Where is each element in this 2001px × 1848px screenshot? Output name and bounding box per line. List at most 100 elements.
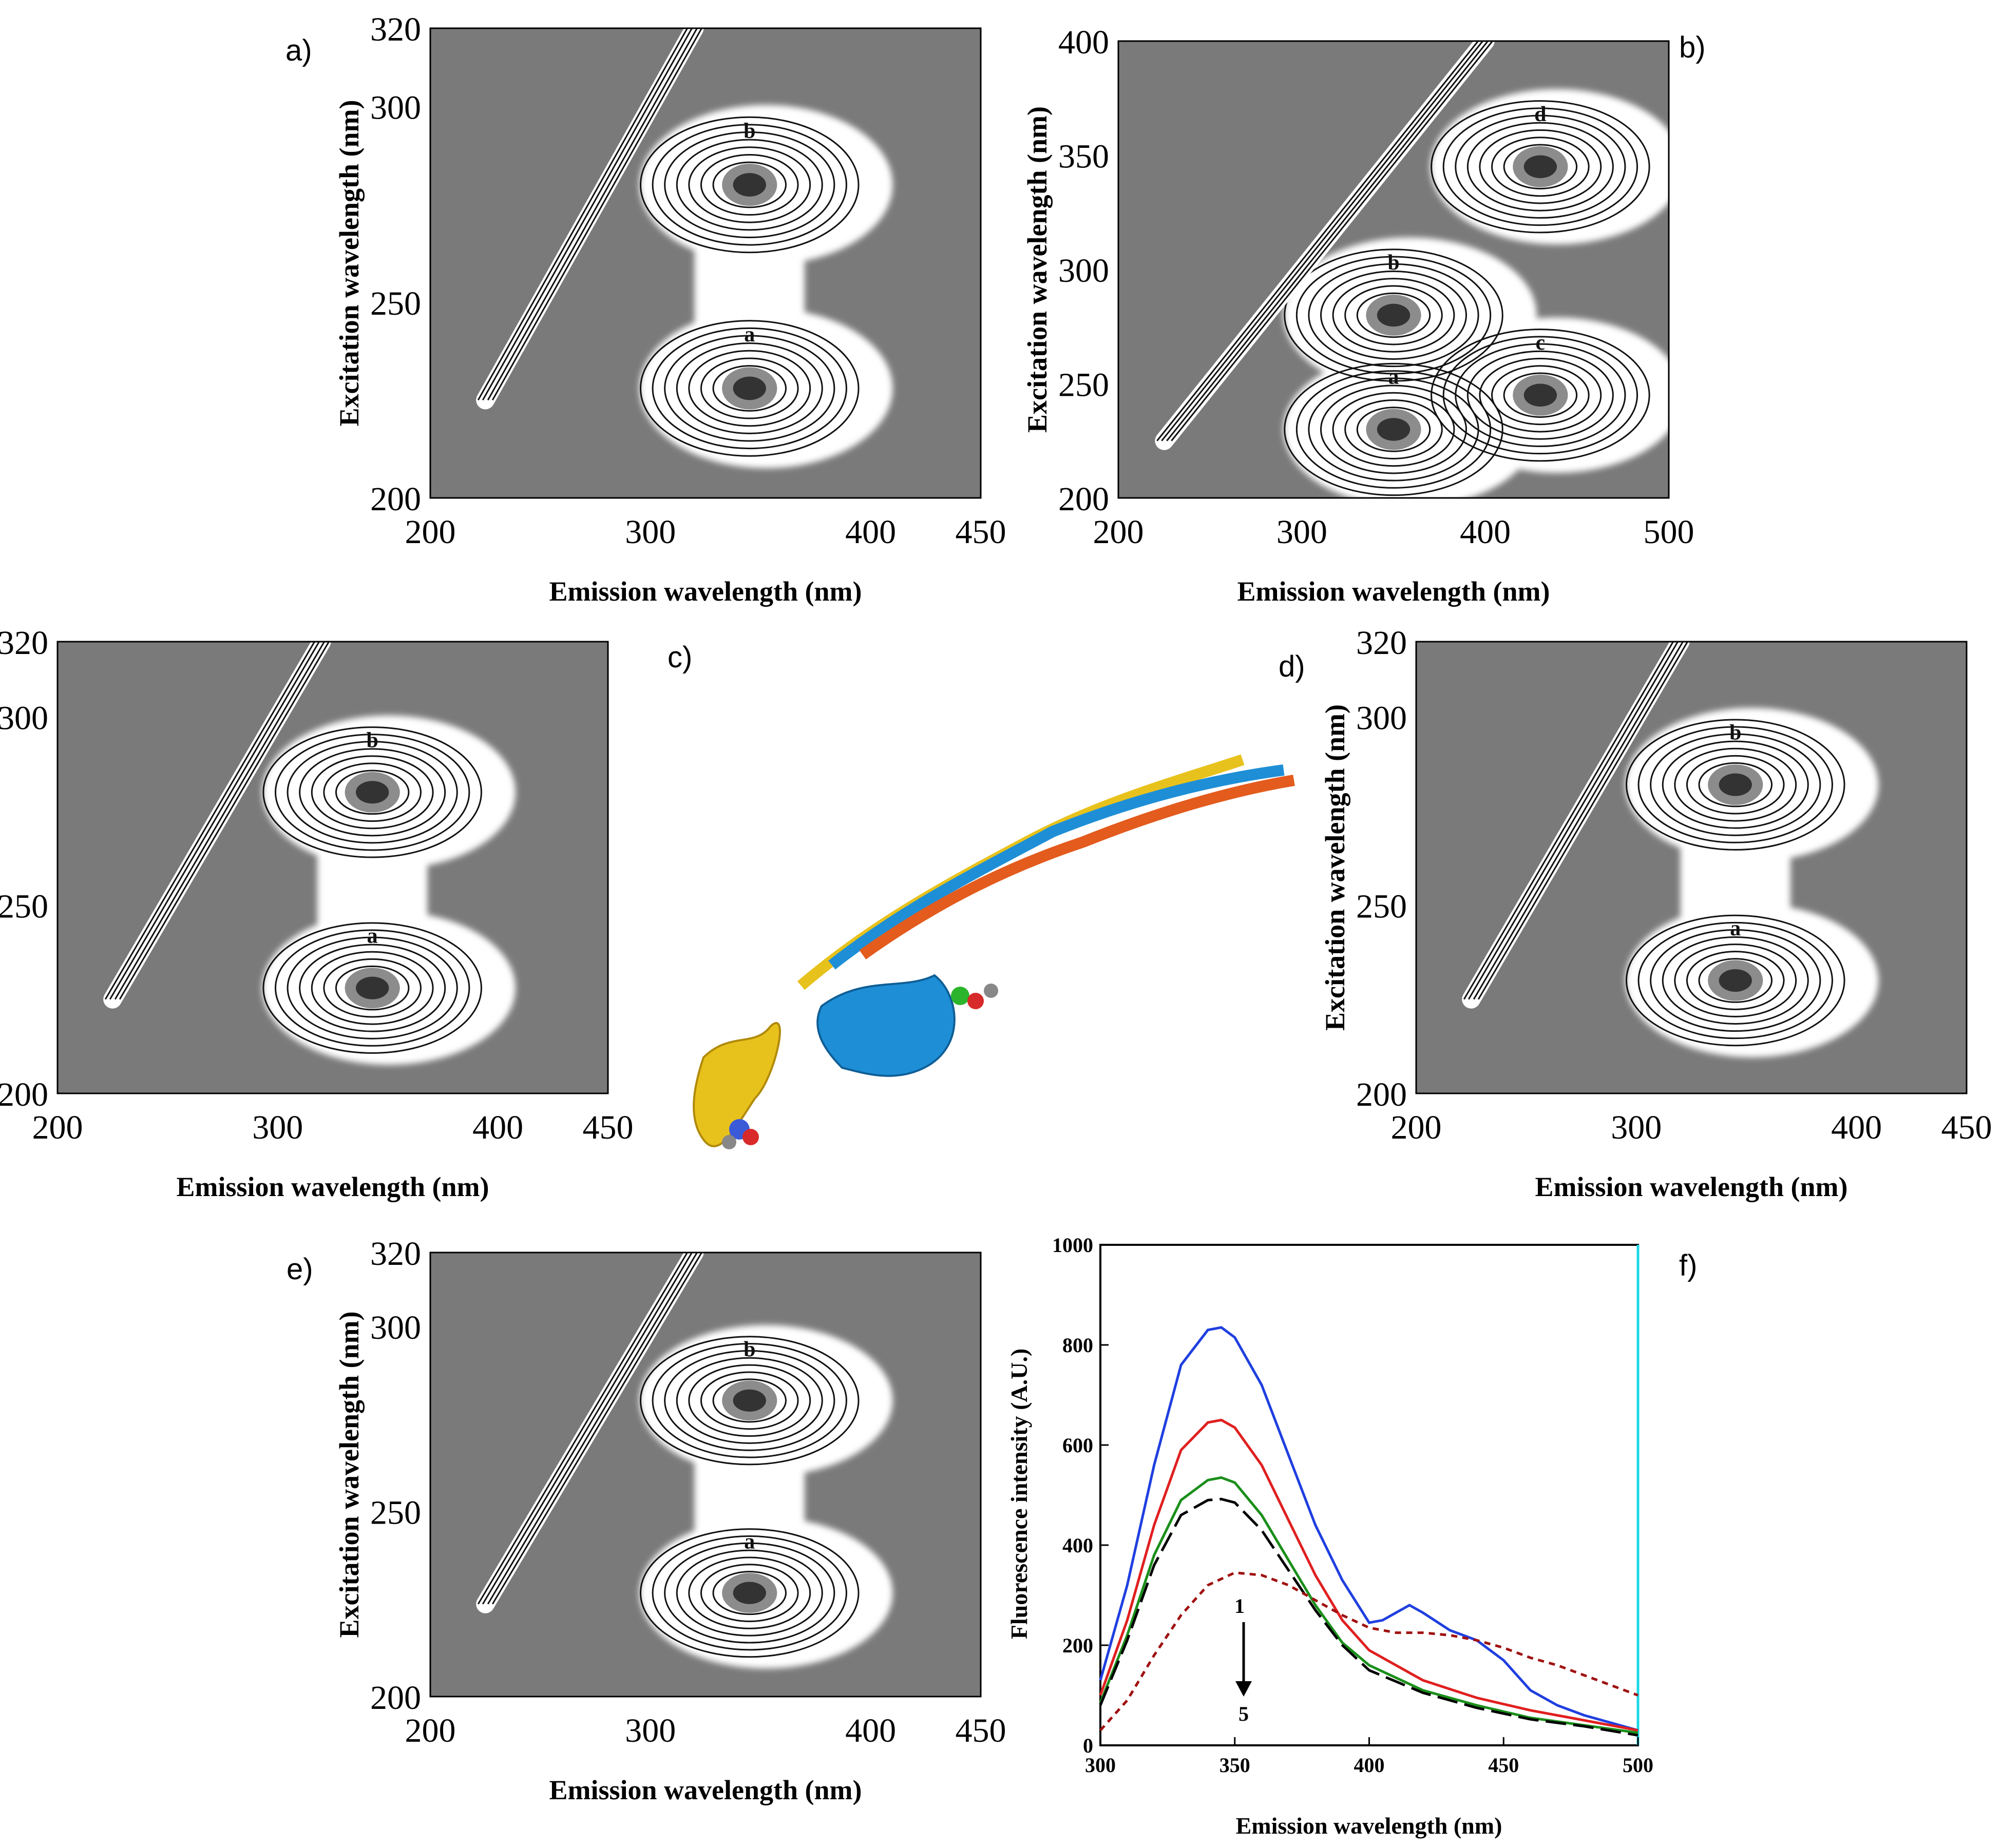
plot-frame-e — [429, 1252, 982, 1698]
rayleigh-scatter-a — [476, 28, 704, 410]
y-tick-label-f: 200 — [1062, 1634, 1093, 1657]
x-tick-label: 400 — [845, 513, 896, 551]
x-tick-label: 300 — [1276, 513, 1327, 551]
rayleigh-scatter-d — [1462, 642, 1690, 1009]
y-tick-label: 300 — [1356, 700, 1407, 737]
y-tick-label: 200 — [370, 480, 421, 518]
x-tick-label: 400 — [845, 1712, 896, 1749]
y-axis-label: Excitation wavelength (nm) — [334, 100, 365, 427]
contour-panel-a: a b 200 300 400 450 320 300 250 200 Emission wavel… — [334, 11, 1006, 607]
y-tick-label: 300 — [370, 89, 421, 127]
x-tick-label: 450 — [956, 1712, 1006, 1749]
y-tick-label-f: 600 — [1062, 1434, 1093, 1457]
peak-contours-b-c — [1431, 329, 1650, 462]
plot-frame-c — [56, 641, 609, 1094]
arrow-label-1: 1 — [1234, 1594, 1245, 1618]
y-tick-label: 320 — [370, 11, 421, 48]
y-tick-label: 350 — [1058, 138, 1109, 176]
protein-structure-image — [693, 754, 1295, 1149]
y-tick-label: 300 — [370, 1309, 421, 1346]
x-tick-label: 200 — [405, 1712, 456, 1749]
panel-letter-f: f) — [1679, 1249, 1697, 1282]
contour-panel-c: a b 200 300 400 450 320 300 250 200 Emission wavel… — [0, 624, 634, 1202]
contour-panel-b: a b c d 200 300 400 500 400 350 300 250 200 Emission … — [1022, 24, 1694, 607]
series-line-4 — [1099, 1497, 1638, 1737]
plot-frame-a — [429, 27, 982, 499]
contour-panel-d: a b 200 300 400 450 320 300 250 200 Emission wavel… — [1320, 624, 1992, 1202]
y-tick-label: 200 — [0, 1076, 48, 1113]
peak-label-a-b: b — [744, 120, 755, 143]
panel-letter-a: a) — [285, 34, 312, 67]
x-tick-label: 300 — [1611, 1109, 1662, 1146]
x-tick-label-f: 500 — [1623, 1754, 1653, 1777]
x-tick-label: 300 — [252, 1109, 303, 1146]
series-line-3 — [1099, 1476, 1638, 1735]
peak-contours-c-b — [262, 726, 482, 858]
peak-label-b-b: b — [1387, 251, 1399, 275]
arrow-head — [1235, 1681, 1252, 1697]
fluorescence-region-e — [639, 1325, 893, 1669]
y-tick-label: 250 — [1058, 367, 1109, 404]
y-tick-label: 400 — [1058, 24, 1109, 61]
x-tick-label-f: 350 — [1219, 1754, 1250, 1777]
series-line-1 — [1099, 1326, 1638, 1732]
peak-label-d-a: a — [1730, 917, 1741, 940]
peak-contours-e-a — [640, 1528, 860, 1658]
arrow-label-5: 5 — [1238, 1702, 1249, 1725]
peak-contours-a-a — [640, 320, 860, 457]
plot-frame-d — [1415, 641, 1968, 1094]
x-axis-label: Emission wavelength (nm) — [1237, 576, 1550, 607]
peak-contours-d-a — [1626, 914, 1845, 1047]
peak-contours-b-d — [1431, 100, 1650, 234]
peak-contours-b-a — [1284, 362, 1503, 496]
x-tick-label: 200 — [405, 513, 456, 551]
y-tick-label-f: 800 — [1062, 1334, 1093, 1357]
x-tick-label: 400 — [1831, 1109, 1882, 1146]
y-tick-label: 250 — [370, 1494, 421, 1532]
y-tick-label: 300 — [1058, 252, 1109, 290]
peak-label-e-b: b — [744, 1338, 755, 1361]
peak-label-e-a: a — [744, 1530, 755, 1554]
y-axis-label: Excitation wavelength (nm) — [1320, 704, 1350, 1031]
plot-frame-b — [1117, 40, 1670, 499]
panel-letter-b: b) — [1679, 31, 1706, 64]
y-tick-label: 320 — [1356, 624, 1407, 662]
x-tick-label: 300 — [625, 1712, 676, 1749]
peak-contours-a-b — [640, 116, 860, 254]
y-tick-label: 320 — [0, 624, 48, 662]
x-tick-label: 200 — [1391, 1109, 1442, 1146]
x-tick-label: 200 — [32, 1109, 83, 1146]
peak-label-b-c: c — [1536, 331, 1546, 355]
x-tick-label: 500 — [1644, 513, 1694, 551]
contour-panels: a b 200 300 400 450 320 300 250 200 Emission wavel… — [0, 11, 1992, 1805]
peak-contours-d-b — [1626, 719, 1845, 851]
x-tick-label: 300 — [625, 513, 676, 551]
x-tick-label: 450 — [956, 513, 1006, 551]
peak-label-b-a: a — [1388, 365, 1399, 389]
y-tick-label: 250 — [1356, 888, 1407, 925]
peak-label-a-a: a — [744, 323, 755, 346]
peak-label-b-d: d — [1534, 103, 1546, 126]
y-axis-label-f: Fluorescence intensity (A.U.) — [1006, 1349, 1032, 1639]
x-axis-label: Emission wavelength (nm) — [176, 1171, 489, 1202]
y-tick-label-f: 400 — [1062, 1534, 1093, 1557]
peak-contours-c-a — [262, 922, 482, 1054]
line-chart-f: 300 350 400 450 500 0 200 400 600 800 1000 1 5 Emi… — [1006, 1234, 1653, 1839]
y-tick-label: 250 — [0, 888, 48, 925]
panel-letter-c: c) — [668, 641, 692, 674]
x-tick-label: 400 — [1460, 513, 1511, 551]
y-tick-label: 200 — [1058, 480, 1109, 518]
y-tick-label-f: 0 — [1083, 1734, 1093, 1757]
x-tick-label: 450 — [583, 1109, 634, 1146]
y-tick-label: 200 — [370, 1679, 421, 1717]
y-axis-label: Excitation wavelength (nm) — [1022, 106, 1053, 433]
y-tick-label-f: 1000 — [1052, 1234, 1093, 1257]
x-tick-label-f: 300 — [1085, 1754, 1116, 1777]
y-tick-label: 300 — [0, 700, 48, 737]
y-axis-label: Excitation wavelength (nm) — [334, 1312, 365, 1638]
x-tick-label: 450 — [1941, 1109, 1992, 1146]
peak-contours-b-b — [1284, 248, 1503, 382]
x-tick-label: 200 — [1093, 513, 1144, 551]
x-axis-label: Emission wavelength (nm) — [549, 1775, 862, 1805]
